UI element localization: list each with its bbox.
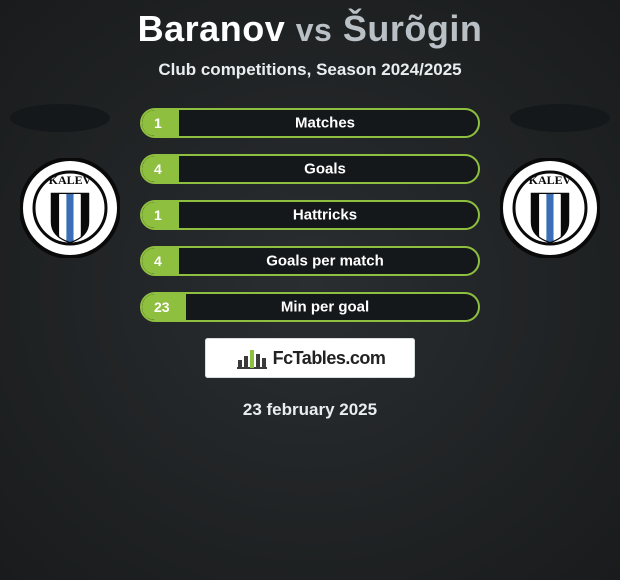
stat-label: Goals (142, 161, 478, 178)
comparison-date: 23 february 2025 (0, 400, 620, 420)
stat-bar: 1 Matches (140, 108, 480, 138)
club-badge-icon: KALEV (20, 158, 120, 258)
stats-bars: 1 Matches 4 Goals 1 Hattricks 4 Goals pe… (140, 108, 480, 322)
player1-club-badge: KALEV (20, 158, 120, 258)
stat-label: Min per goal (142, 299, 478, 316)
stat-bar: 4 Goals per match (140, 246, 480, 276)
stat-bar: 1 Hattricks (140, 200, 480, 230)
stat-label: Matches (142, 115, 478, 132)
player2-club-badge: KALEV (500, 158, 600, 258)
brand-logo: FcTables.com (205, 338, 415, 378)
player2-silhouette (510, 104, 610, 132)
stat-label: Hattricks (142, 207, 478, 224)
player1-silhouette (10, 104, 110, 132)
vs-label: vs (296, 12, 333, 48)
comparison-title: Baranov vs Šurõgin (0, 0, 620, 50)
brand-chart-icon (235, 346, 269, 370)
stat-label: Goals per match (142, 253, 478, 270)
player1-name: Baranov (138, 8, 286, 49)
club-badge-icon: KALEV (500, 158, 600, 258)
stat-bar: 4 Goals (140, 154, 480, 184)
club-name-text: KALEV (49, 173, 92, 187)
player2-name: Šurõgin (343, 8, 482, 49)
brand-text: FcTables.com (273, 348, 386, 369)
comparison-stage: KALEV KALEV (0, 108, 620, 420)
subtitle: Club competitions, Season 2024/2025 (0, 60, 620, 80)
club-name-text: KALEV (529, 173, 572, 187)
stat-bar: 23 Min per goal (140, 292, 480, 322)
